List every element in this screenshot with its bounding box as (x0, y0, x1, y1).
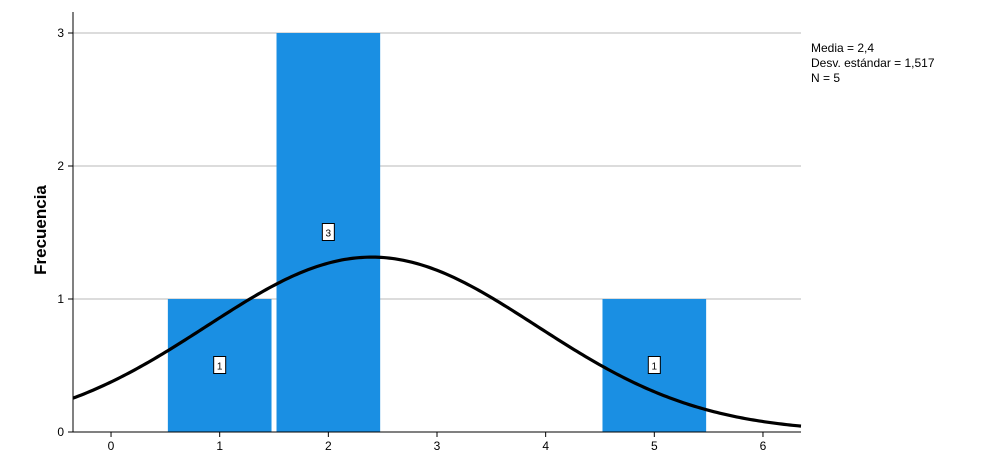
bar-label-box (321, 223, 335, 241)
normal-curve (72, 255, 802, 428)
bar-labels: 1 3 1 (213, 223, 661, 374)
bar-data-label: 1 (213, 356, 227, 374)
normal-curve-layer (72, 255, 802, 428)
bar-data-label: 3 (321, 223, 335, 241)
x-tick-label: 3 (434, 439, 441, 453)
bar-data-label: 1 (647, 356, 661, 374)
bar-label-box (647, 356, 661, 374)
y-tick-label: 0 (57, 425, 64, 439)
y-axis-label: Frecuencia (31, 185, 50, 275)
y-tick-label: 1 (57, 292, 64, 306)
x-tick-label: 6 (760, 439, 767, 453)
stats-mean: Media = 2,4 (811, 41, 874, 55)
x-tick-label: 1 (216, 439, 223, 453)
bar-label-box (213, 356, 227, 374)
stats-n: N = 5 (811, 71, 840, 85)
stats-sd: Desv. estándar = 1,517 (811, 56, 935, 70)
tick-labels: 0 1 2 3 4 5 6 0 1 2 3 (57, 26, 766, 453)
bar-label-text: 1 (652, 362, 658, 373)
x-tick-label: 0 (108, 439, 115, 453)
x-tick-label: 2 (325, 439, 332, 453)
y-tick-label: 3 (57, 26, 64, 40)
x-tick-label: 4 (542, 439, 549, 453)
bar-label-text: 3 (326, 229, 332, 240)
y-tick-label: 2 (57, 159, 64, 173)
x-tick-label: 5 (651, 439, 658, 453)
stats-box: Media = 2,4 Desv. estándar = 1,517 N = 5 (811, 41, 935, 85)
bar-label-text: 1 (217, 362, 223, 373)
